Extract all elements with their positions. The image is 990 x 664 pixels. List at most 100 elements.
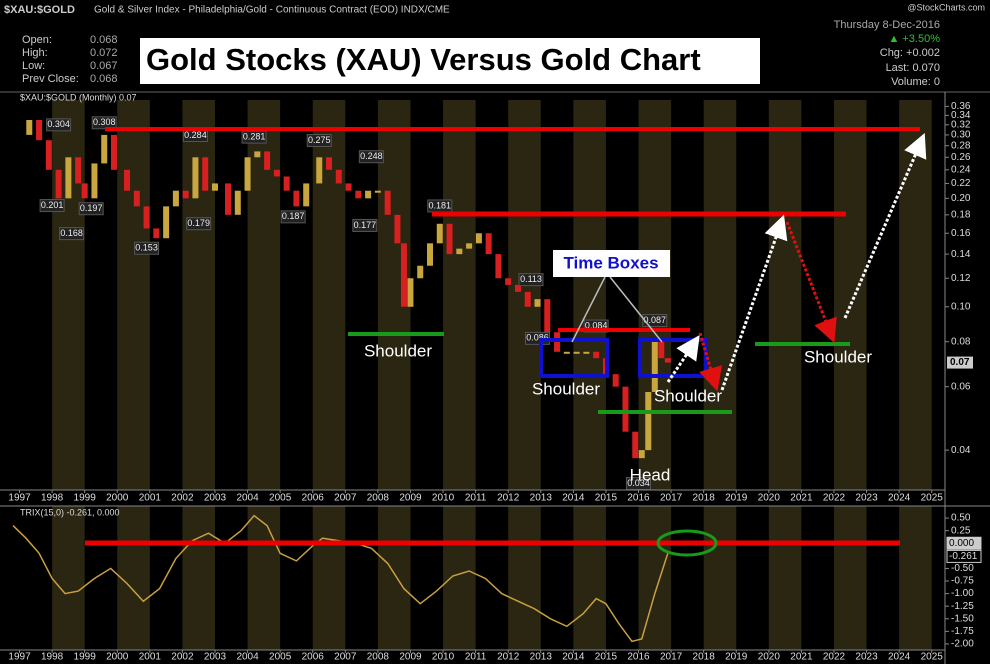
- point-label: 0.201: [41, 200, 64, 210]
- legend: TRIX(15,0) -0.261, 0.000: [20, 507, 120, 517]
- y-tick-label: 0.32: [951, 119, 971, 130]
- x-tick-label: 2004: [236, 493, 259, 504]
- price-bar: [36, 119, 43, 141]
- price-bar: [163, 206, 170, 239]
- y-tick-label: 0.36: [951, 101, 971, 112]
- price-bar: [192, 157, 199, 199]
- price-bar: [495, 254, 502, 279]
- year-stripe: [703, 100, 737, 490]
- x-tick-label: 2001: [139, 652, 162, 663]
- y-tick-label: 0.22: [951, 178, 971, 189]
- point-label: 0.113: [520, 274, 542, 284]
- point-label: 0.187: [282, 211, 305, 221]
- point-label: 0.275: [308, 135, 331, 145]
- year-stripe: [117, 100, 150, 490]
- x-tick-label: 2000: [106, 493, 129, 504]
- x-tick-label: 1999: [74, 493, 97, 504]
- y-tick-label: 0.24: [951, 164, 971, 175]
- x-tick-label: 2015: [595, 652, 618, 663]
- x-tick-label: 2025: [921, 493, 944, 504]
- last-value: 0.07: [950, 357, 970, 368]
- point-label: 0.153: [135, 243, 158, 253]
- point-label-box: [642, 314, 668, 328]
- year-stripe: [703, 506, 737, 650]
- label: Head: [630, 465, 671, 484]
- price-bar: [254, 151, 261, 158]
- x-tick-label: 2003: [204, 652, 227, 663]
- x-tick-label: 1997: [8, 493, 31, 504]
- x-tick-label: 2003: [204, 493, 227, 504]
- quote-value: 0.072: [90, 47, 118, 59]
- point-label: 0.179: [187, 218, 210, 228]
- price-bar: [583, 351, 590, 354]
- x-tick-label: 2005: [269, 652, 292, 663]
- price-bar: [211, 183, 218, 191]
- last-value-box: [946, 549, 982, 563]
- point-label-box: [78, 202, 104, 216]
- price-bar: [384, 190, 391, 215]
- year-stripe: [247, 506, 281, 650]
- price-bar: [244, 157, 251, 191]
- point-label-box: [352, 218, 378, 232]
- year-stripe: [52, 506, 85, 650]
- year-stripe: [899, 506, 932, 650]
- x-tick-label: 2018: [693, 493, 716, 504]
- price-bar: [374, 190, 381, 193]
- price-bar: [172, 190, 179, 207]
- price-bar: [110, 134, 117, 170]
- x-tick-label: 1997: [8, 652, 31, 663]
- point-label: 0.308: [93, 117, 116, 127]
- price-bar: [544, 299, 551, 333]
- point-label: 0.284: [184, 130, 207, 140]
- change: Chg: +0.002: [880, 47, 940, 59]
- price-bar: [55, 169, 62, 199]
- x-tick-label: 2025: [921, 652, 944, 663]
- price-bar: [407, 278, 414, 307]
- y-tick-label: -0.50: [951, 563, 974, 574]
- price-bar: [65, 157, 72, 199]
- x-tick-label: 2000: [106, 652, 129, 663]
- point-label: 0.168: [60, 228, 83, 238]
- year-stripe: [443, 100, 476, 490]
- price-bar: [524, 291, 531, 307]
- source: @StockCharts.com: [907, 2, 985, 12]
- point-label: 0.084: [585, 320, 608, 330]
- year-stripe: [768, 506, 802, 650]
- point-label: 0.177: [354, 220, 377, 230]
- year-stripe: [508, 506, 541, 650]
- y-tick-label: 0.20: [951, 193, 971, 204]
- price-bar: [283, 176, 290, 191]
- point-label: 0.304: [47, 119, 70, 129]
- date: Thursday 8-Dec-2016: [834, 19, 940, 31]
- price-bar: [475, 233, 482, 244]
- x-tick-label: 2018: [693, 652, 716, 663]
- title-box: [140, 38, 760, 84]
- price-bar: [651, 341, 658, 392]
- y-tick-label: 0.12: [951, 273, 971, 284]
- y-tick-label: 0.25: [951, 525, 971, 536]
- y-tick-label: 0.26: [951, 152, 971, 163]
- label: Shoulder: [364, 341, 432, 360]
- last-value-box: [946, 536, 982, 550]
- price-bar: [45, 140, 52, 170]
- quote-value: 0.068: [90, 73, 118, 85]
- price-bar: [225, 183, 232, 215]
- x-tick-label: 2009: [399, 493, 422, 504]
- price-bar: [645, 391, 652, 451]
- point-label-box: [59, 227, 85, 241]
- year-stripe: [638, 100, 672, 490]
- y-tick-label: 0.14: [951, 249, 971, 260]
- x-tick-label: 2012: [497, 493, 520, 504]
- price-bar: [326, 157, 333, 170]
- arrow: [666, 335, 700, 383]
- point-label-box: [46, 118, 72, 132]
- price-bar: [400, 243, 407, 307]
- y-tick-label: -1.50: [951, 613, 974, 624]
- price-bar: [534, 299, 541, 307]
- x-tick-label: 2017: [660, 493, 683, 504]
- year-stripe: [573, 506, 606, 650]
- point-label-box: [186, 217, 212, 231]
- x-tick-label: 2024: [888, 493, 911, 504]
